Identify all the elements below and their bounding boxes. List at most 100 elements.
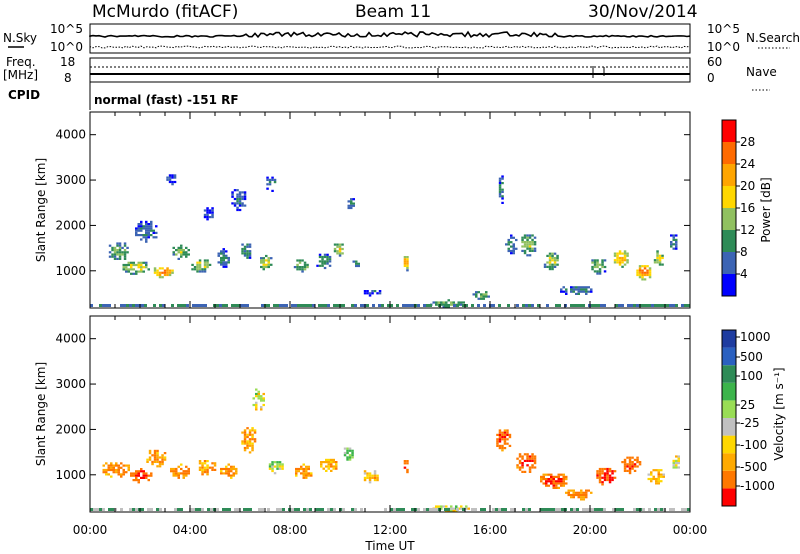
velocity-cell <box>163 452 167 455</box>
power-cell <box>672 234 675 237</box>
power-cell <box>501 188 504 191</box>
velocity-cell <box>110 475 113 478</box>
power-ground-cell <box>597 304 600 307</box>
power-cell <box>196 266 199 269</box>
power-cell <box>560 288 563 291</box>
velocity-cell <box>406 471 409 474</box>
power-ground-cell <box>366 304 369 307</box>
power-ground-cell <box>576 304 579 307</box>
power-cell <box>593 270 597 273</box>
velocity-cell <box>445 505 448 508</box>
velocity-cell <box>523 459 527 462</box>
velocity-ground-cell <box>600 508 603 511</box>
power-ground-cell <box>423 304 426 307</box>
power-cell <box>475 295 478 298</box>
power-cell <box>243 250 247 253</box>
power-cell <box>321 262 324 265</box>
velocity-cell <box>310 474 313 477</box>
velocity-cell <box>220 467 223 471</box>
power-cell <box>198 268 202 271</box>
velocity-cell <box>230 474 233 477</box>
power-cell <box>523 243 527 246</box>
velocity-cell <box>528 466 532 469</box>
velocity-cell <box>562 473 565 476</box>
velocity-cell <box>672 462 675 465</box>
power-cell <box>603 270 607 273</box>
power-cell <box>440 303 443 306</box>
power-ground-cell <box>555 304 558 307</box>
power-cell <box>208 263 212 266</box>
power-cell <box>266 187 269 190</box>
velocity-cell <box>582 496 585 499</box>
power-ground-cell <box>318 304 321 307</box>
power-cell <box>116 253 119 256</box>
power-cell <box>350 198 353 201</box>
power-cell <box>125 266 128 269</box>
power-cell <box>177 246 180 249</box>
velocity-cell <box>567 489 570 492</box>
velocity-cell <box>257 390 260 393</box>
power-cell <box>156 271 159 274</box>
velocity-cell <box>521 470 524 473</box>
velocity-cell <box>327 463 330 466</box>
velocity-cell <box>550 478 553 481</box>
velocity-cell <box>562 478 565 481</box>
velocity-cell <box>320 463 323 466</box>
velocity-cell <box>330 458 333 461</box>
power-cell <box>641 269 644 272</box>
velocity-cell <box>545 478 548 481</box>
power-cell <box>203 209 207 212</box>
power-cell <box>175 249 178 252</box>
velocity-cell <box>117 464 120 467</box>
power-cell <box>111 249 114 252</box>
power-cell <box>145 223 148 226</box>
velocity-cell <box>278 465 282 468</box>
velocity-cell <box>232 467 235 471</box>
velocity-cell <box>302 476 305 479</box>
velocity-cell <box>636 461 639 464</box>
velocity-cell <box>158 465 162 468</box>
power-cell <box>125 263 128 267</box>
freq-unit: [MHz] <box>3 68 38 82</box>
velocity-cell <box>161 456 164 459</box>
power-ground-cell <box>234 304 237 307</box>
velocity-cell <box>606 476 609 479</box>
velocity-cell <box>555 475 558 478</box>
velocity-cell <box>255 395 258 398</box>
velocity-cbar-tick-label: 25 <box>740 398 755 412</box>
velocity-cell <box>262 403 265 407</box>
power-cell <box>371 292 374 295</box>
power-cell <box>123 255 127 258</box>
velocity-ground-cell <box>618 508 621 511</box>
power-cell <box>646 273 649 277</box>
velocity-ground-cell <box>447 508 450 511</box>
power-cell <box>206 209 209 212</box>
velocity-cell <box>206 466 209 469</box>
velocity-cbar-swatch <box>722 365 736 383</box>
power-cell <box>501 195 504 198</box>
power-cell <box>147 234 150 237</box>
velocity-cell <box>273 472 277 475</box>
power-cell <box>121 251 124 254</box>
power-ytick-label: 3000 <box>55 173 86 187</box>
power-cell <box>268 178 272 181</box>
velocity-cell <box>662 475 665 478</box>
power-cell <box>118 242 122 245</box>
power-cell <box>328 264 332 267</box>
power-cell <box>661 256 664 260</box>
power-cell <box>498 193 502 196</box>
power-cell <box>590 290 593 293</box>
velocity-cell <box>531 453 534 456</box>
power-cell <box>526 245 529 248</box>
power-ground-cell <box>408 304 411 307</box>
velocity-cell <box>575 493 578 497</box>
velocity-cell <box>366 474 369 477</box>
power-cell <box>158 271 162 274</box>
velocity-cell <box>557 480 560 483</box>
nave-tick-bottom: 0 <box>707 71 715 85</box>
velocity-cell <box>572 496 575 499</box>
power-cell <box>135 263 138 267</box>
velocity-cell <box>503 440 507 443</box>
velocity-cell <box>112 471 115 474</box>
velocity-cell <box>246 440 249 443</box>
